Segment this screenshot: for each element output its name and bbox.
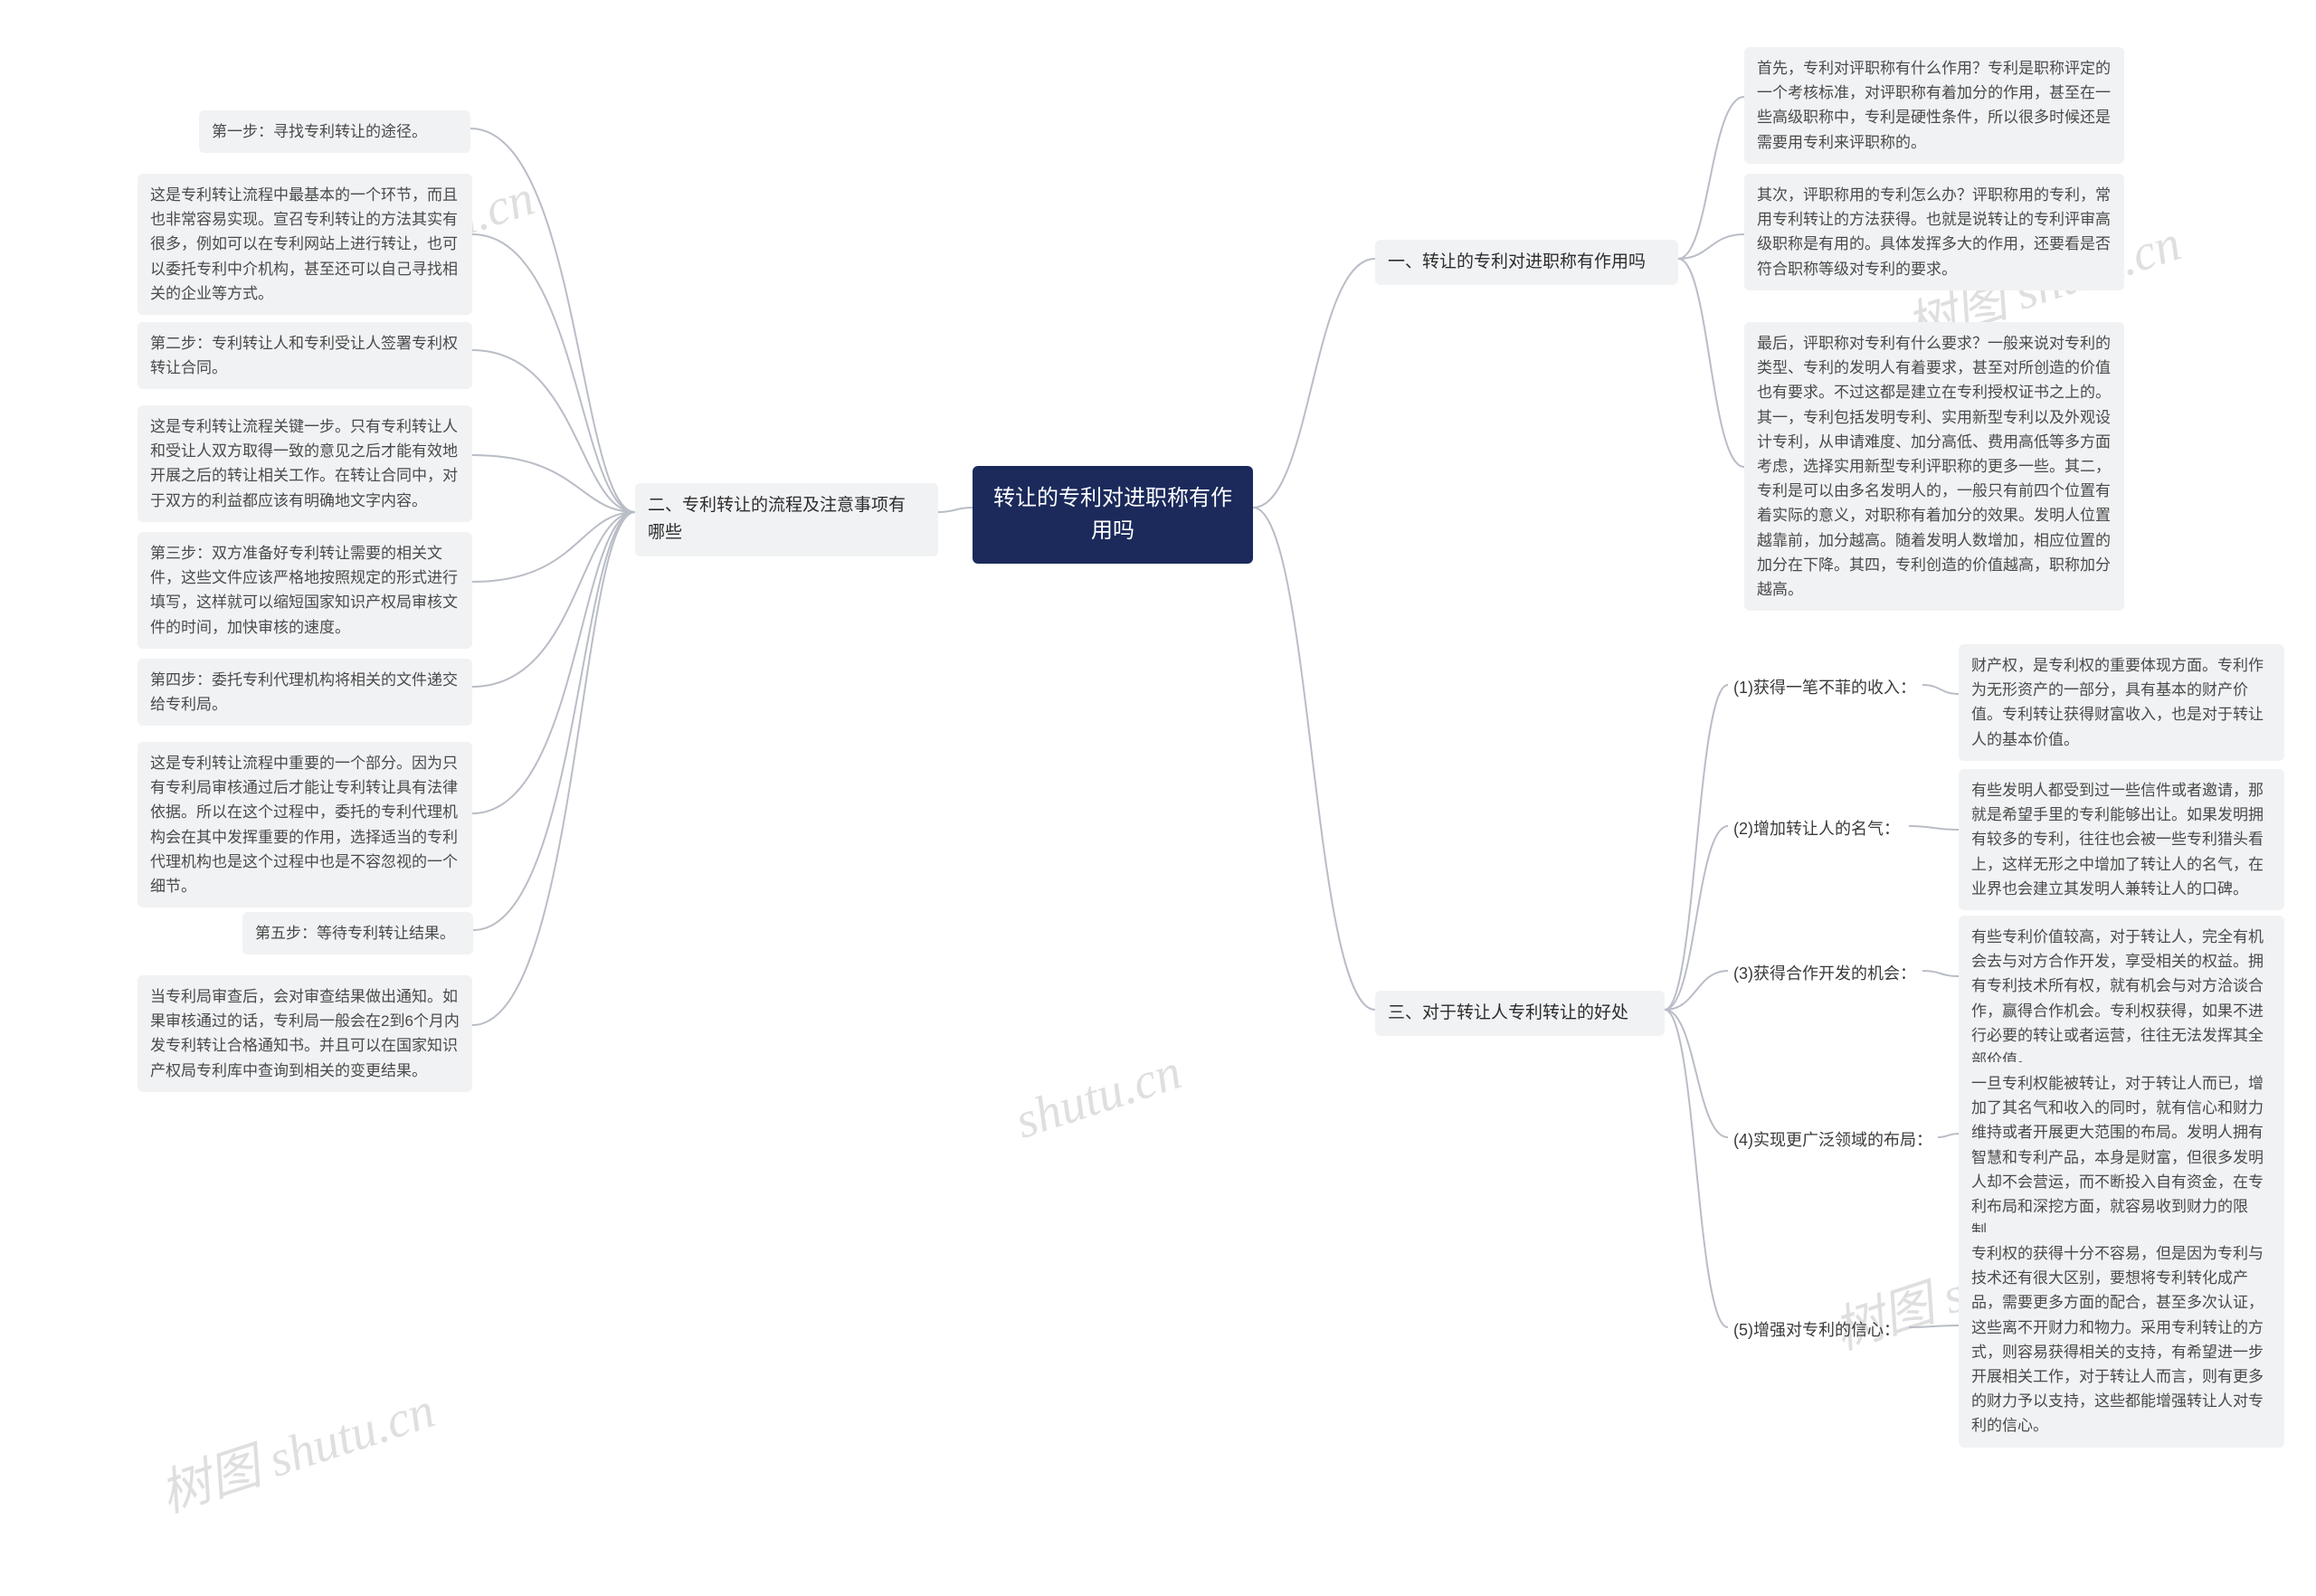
leaf-text: 这是专利转让流程中最基本的一个环节，而且也非常容易实现。宣召专利转让的方法其实有…: [150, 186, 458, 302]
branch-1-leaf-1: 首先，专利对评职称有什么作用？专利是职称评定的一个考核标准，对评职称有着加分的作…: [1744, 47, 2124, 164]
leaf-text: 专利权的获得十分不容易，但是因为专利与技术还有很大区别，要想将专利转化成产品，需…: [1971, 1245, 2264, 1434]
branch-2-leaf-7: 这是专利转让流程中重要的一个部分。因为只有专利局审核通过后才能让专利转让具有法律…: [138, 742, 472, 907]
sub-label: (4)实现更广泛领域的布局：: [1733, 1131, 1932, 1149]
watermark: 树图 shutu.cn: [149, 1369, 442, 1526]
leaf-text: 这是专利转让流程中重要的一个部分。因为只有专利局审核通过后才能让专利转让具有法律…: [150, 755, 458, 895]
branch-2-leaf-5: 第三步：双方准备好专利转让需要的相关文件，这些文件应该严格地按照规定的形式进行填…: [138, 532, 472, 649]
leaf-text: 一旦专利权能被转让，对于转让人而已，增加了其名气和收入的同时，就有信心和财力维持…: [1971, 1075, 2264, 1240]
branch-1-leaf-2: 其次，评职称用的专利怎么办？评职称用的专利，常用专利转让的方法获得。也就是说转让…: [1744, 174, 2124, 290]
branch-1: 一、转让的专利对进职称有作用吗: [1375, 240, 1678, 285]
branch-3-label: 三、对于转让人专利转让的好处: [1388, 1003, 1628, 1022]
branch-2-leaf-6: 第四步：委托专利代理机构将相关的文件递交给专利局。: [138, 659, 472, 726]
branch-2: 二、专利转让的流程及注意事项有 哪些: [635, 483, 938, 556]
branch-3-sub-4: (4)实现更广泛领域的布局：: [1728, 1124, 1938, 1157]
branch-3-sub-5-leaf: 专利权的获得十分不容易，但是因为专利与技术还有很大区别，要想将专利转化成产品，需…: [1959, 1232, 2284, 1448]
leaf-text: 第三步：双方准备好专利转让需要的相关文件，这些文件应该严格地按照规定的形式进行填…: [150, 545, 458, 636]
root-text-l1: 转让的专利对进职称有作: [993, 486, 1232, 510]
sub-label: (2)增加转让人的名气：: [1733, 820, 1900, 838]
leaf-text: 第五步：等待专利转让结果。: [255, 925, 455, 942]
branch-3-sub-1-leaf: 财产权，是专利权的重要体现方面。专利作为无形资产的一部分，具有基本的财产价值。专…: [1959, 644, 2284, 761]
branch-3: 三、对于转让人专利转让的好处: [1375, 991, 1665, 1036]
branch-3-sub-2-leaf: 有些发明人都受到过一些信件或者邀请，那就是希望手里的专利能够出让。如果发明拥有较…: [1959, 769, 2284, 910]
branch-3-sub-5: (5)增强对专利的信心：: [1728, 1314, 1905, 1347]
leaf-text: 当专利局审查后，会对审查结果做出通知。如果审核通过的话，专利局一般会在2到6个月…: [150, 988, 460, 1079]
branch-3-sub-3-leaf: 有些专利价值较高，对于转让人，完全有机会去与对方合作开发，享受相关的权益。拥有专…: [1959, 916, 2284, 1081]
leaf-text: 有些发明人都受到过一些信件或者邀请，那就是希望手里的专利能够出让。如果发明拥有较…: [1971, 782, 2264, 898]
branch-3-sub-4-leaf: 一旦专利权能被转让，对于转让人而已，增加了其名气和收入的同时，就有信心和财力维持…: [1959, 1062, 2284, 1252]
branch-2-leaf-8: 第五步：等待专利转让结果。: [242, 912, 473, 955]
branch-2-leaf-1: 第一步：寻找专利转让的途径。: [199, 110, 470, 153]
branch-2-leaf-3: 第二步：专利转让人和专利受让人签署专利权转让合同。: [138, 322, 472, 389]
leaf-text: 有些专利价值较高，对于转让人，完全有机会去与对方合作开发，享受相关的权益。拥有专…: [1971, 928, 2264, 1069]
branch-3-sub-2: (2)增加转让人的名气：: [1728, 812, 1905, 846]
branch-3-sub-3: (3)获得合作开发的机会：: [1728, 957, 1922, 991]
branch-1-leaf-3: 最后，评职称对专利有什么要求？一般来说对专利的类型、专利的发明人有着要求，甚至对…: [1744, 322, 2124, 611]
branch-2-leaf-2: 这是专利转让流程中最基本的一个环节，而且也非常容易实现。宣召专利转让的方法其实有…: [138, 174, 472, 315]
watermark: shutu.cn: [1009, 1042, 1189, 1150]
leaf-text: 第四步：委托专利代理机构将相关的文件递交给专利局。: [150, 671, 458, 713]
leaf-text: 其次，评职称用的专利怎么办？评职称用的专利，常用专利转让的方法获得。也就是说转让…: [1757, 186, 2111, 278]
root-text-l2: 用吗: [1091, 518, 1134, 543]
leaf-text: 首先，专利对评职称有什么作用？专利是职称评定的一个考核标准，对评职称有着加分的作…: [1757, 60, 2111, 151]
branch-2-label-l1: 二、专利转让的流程及注意事项有: [648, 496, 906, 515]
branch-2-label-l2: 哪些: [648, 523, 682, 542]
sub-label: (3)获得合作开发的机会：: [1733, 964, 1916, 983]
sub-label: (1)获得一笔不菲的收入：: [1733, 679, 1916, 697]
mindmap-canvas: 树图 shutu.cn 树图 shutu.cn shutu.cn 树图 shut…: [0, 0, 2316, 1596]
branch-2-leaf-4: 这是专利转让流程关键一步。只有专利转让人和受让人双方取得一致的意见之后才能有效地…: [138, 405, 472, 522]
leaf-text: 财产权，是专利权的重要体现方面。专利作为无形资产的一部分，具有基本的财产价值。专…: [1971, 657, 2264, 748]
root-node: 转让的专利对进职称有作 用吗: [973, 466, 1253, 564]
leaf-text: 第一步：寻找专利转让的途径。: [212, 123, 427, 140]
leaf-text: 第二步：专利转让人和专利受让人签署专利权转让合同。: [150, 335, 458, 376]
branch-2-leaf-9: 当专利局审查后，会对审查结果做出通知。如果审核通过的话，专利局一般会在2到6个月…: [138, 975, 472, 1092]
sub-label: (5)增强对专利的信心：: [1733, 1321, 1900, 1339]
branch-3-sub-1: (1)获得一笔不菲的收入：: [1728, 671, 1922, 705]
branch-1-label: 一、转让的专利对进职称有作用吗: [1388, 252, 1646, 271]
leaf-text: 这是专利转让流程关键一步。只有专利转让人和受让人双方取得一致的意见之后才能有效地…: [150, 418, 458, 509]
leaf-text: 最后，评职称对专利有什么要求？一般来说对专利的类型、专利的发明人有着要求，甚至对…: [1757, 335, 2111, 598]
